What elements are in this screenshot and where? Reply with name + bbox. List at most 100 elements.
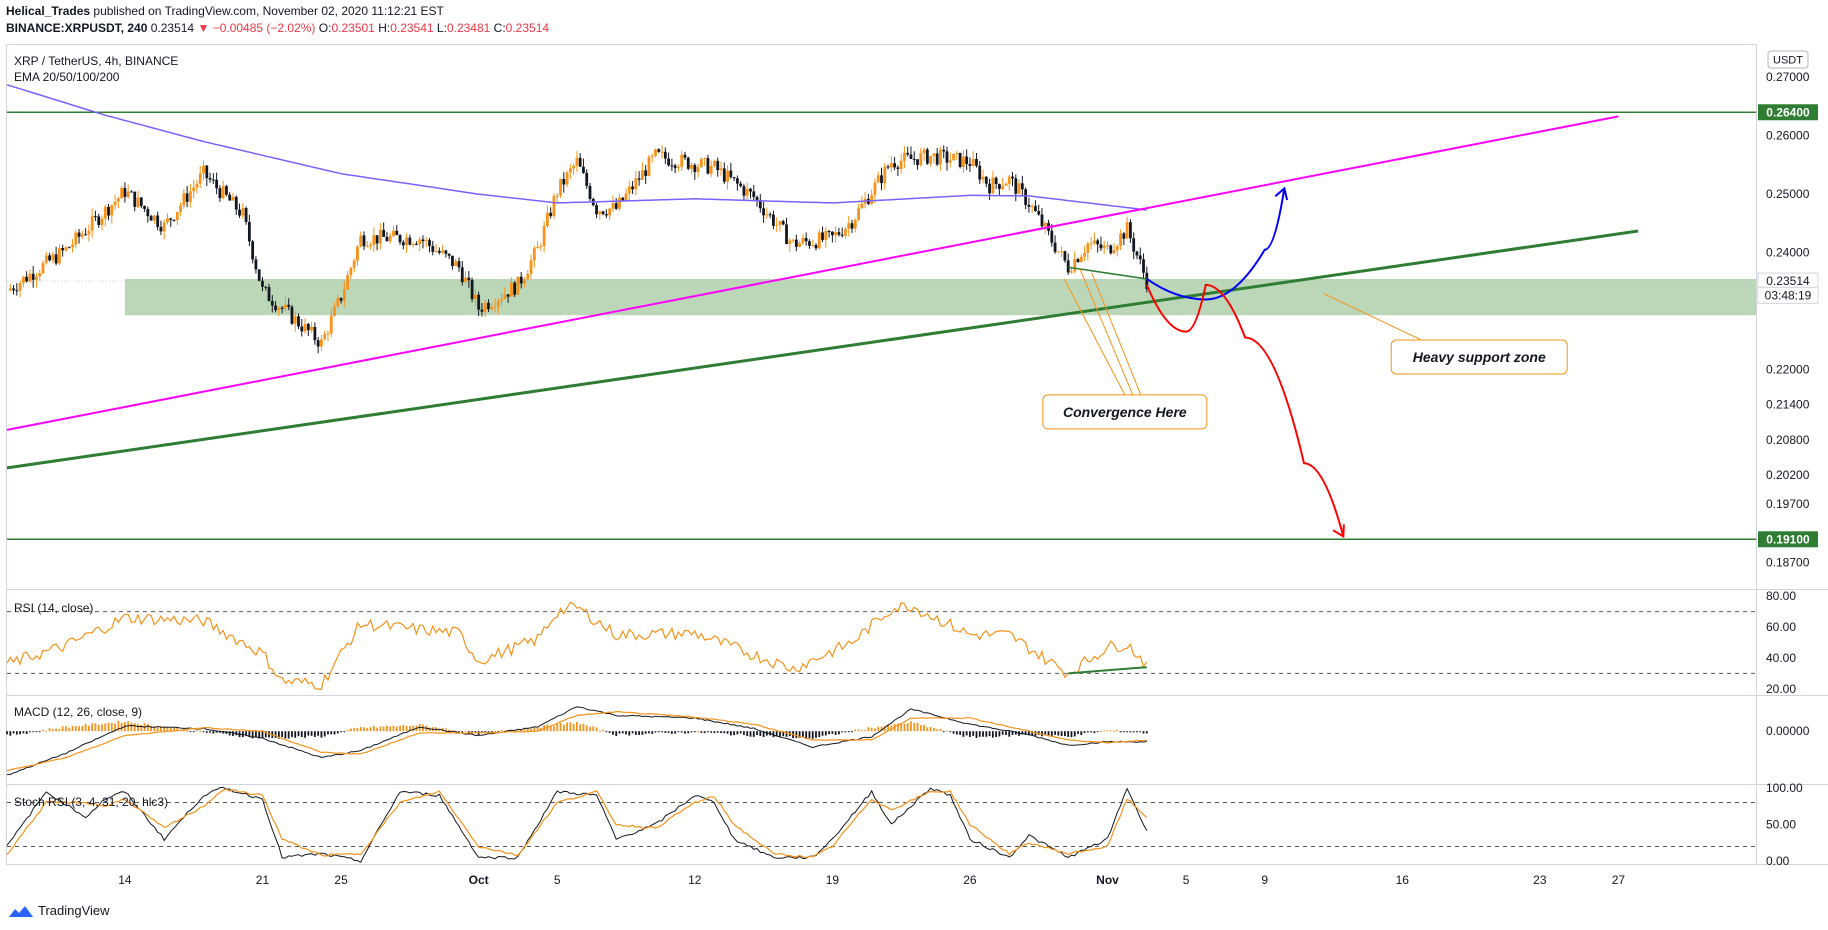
macd-histogram-bar bbox=[199, 731, 202, 733]
macd-histogram-bar bbox=[729, 731, 732, 736]
macd-histogram-bar bbox=[664, 731, 667, 733]
candle bbox=[431, 240, 435, 256]
macd-histogram-bar bbox=[359, 726, 362, 732]
candle-body bbox=[25, 276, 29, 282]
candle-body bbox=[487, 302, 490, 310]
macd-histogram-bar bbox=[985, 731, 988, 737]
candle-body bbox=[506, 294, 510, 297]
candle-body bbox=[994, 177, 998, 185]
candle-body bbox=[35, 276, 38, 280]
candle-body bbox=[1063, 251, 1067, 261]
candle bbox=[254, 256, 258, 274]
candle-body bbox=[329, 315, 333, 334]
ema-legend[interactable]: EMA 20/50/100/200 bbox=[14, 70, 120, 84]
candle-body bbox=[1066, 260, 1070, 273]
low-label: L: bbox=[436, 21, 447, 35]
macd-histogram-bar bbox=[1001, 731, 1004, 735]
candle-body bbox=[372, 235, 376, 245]
candle bbox=[385, 231, 389, 242]
candle bbox=[968, 157, 972, 172]
candle bbox=[804, 232, 808, 246]
candle bbox=[490, 302, 494, 312]
macd-histogram-bar bbox=[949, 731, 952, 733]
candle bbox=[90, 208, 94, 238]
macd-histogram-bar bbox=[35, 731, 38, 733]
footer-brand[interactable]: TradingView bbox=[8, 903, 110, 918]
candle-body bbox=[1060, 251, 1064, 253]
candle bbox=[67, 246, 71, 249]
stoch-legend[interactable]: Stoch RSI (3, 4, 31, 20, hlc3) bbox=[14, 795, 168, 809]
author-name[interactable]: Helical_Trades bbox=[6, 4, 91, 18]
macd-histogram-bar bbox=[140, 724, 143, 732]
macd-histogram-bar bbox=[38, 731, 41, 733]
callout-support-text: Heavy support zone bbox=[1413, 349, 1546, 365]
candle bbox=[883, 163, 887, 190]
candle-body bbox=[794, 239, 798, 247]
candle-body bbox=[716, 160, 720, 171]
candle-body bbox=[722, 168, 726, 182]
candle bbox=[372, 227, 376, 252]
candle-body bbox=[257, 269, 261, 281]
candle-body bbox=[899, 160, 903, 169]
candle bbox=[195, 179, 199, 194]
rsi-legend[interactable]: RSI (14, close) bbox=[14, 601, 93, 615]
macd-histogram-bar bbox=[1054, 731, 1056, 735]
candle bbox=[749, 187, 752, 199]
macd-histogram-bar bbox=[815, 731, 817, 738]
candle-body bbox=[310, 326, 314, 331]
macd-histogram-bar bbox=[844, 731, 847, 733]
candle-body bbox=[745, 188, 749, 196]
macd-histogram-bar bbox=[65, 726, 67, 732]
candle-body bbox=[464, 277, 467, 283]
candle-body bbox=[578, 157, 582, 167]
candles bbox=[8, 145, 1149, 354]
macd-histogram-bar bbox=[222, 731, 225, 734]
candle-body bbox=[562, 178, 566, 185]
candle-body bbox=[935, 153, 939, 165]
stoch-tick-label: 100.00 bbox=[1766, 781, 1803, 795]
macd-histogram-bar bbox=[1044, 731, 1047, 736]
candle bbox=[218, 185, 222, 202]
candle bbox=[25, 271, 29, 283]
candle-body bbox=[31, 273, 35, 280]
candle-body bbox=[54, 254, 58, 264]
macd-histogram-bar bbox=[838, 731, 840, 735]
macd-histogram-bar bbox=[736, 731, 739, 735]
candle bbox=[539, 243, 543, 252]
candle bbox=[418, 236, 422, 252]
candle bbox=[182, 189, 186, 209]
time-tick-label: 21 bbox=[256, 873, 270, 887]
stoch-tick-label: 50.00 bbox=[1766, 818, 1796, 832]
macd-histogram-bar bbox=[169, 727, 172, 732]
macd-histogram-bar bbox=[716, 731, 719, 733]
candle-body bbox=[565, 172, 569, 185]
candle bbox=[297, 313, 300, 330]
candle-body bbox=[814, 244, 818, 249]
candle bbox=[487, 299, 490, 313]
time-tick-label: Nov bbox=[1096, 873, 1119, 887]
macd-histogram-bar bbox=[369, 727, 372, 732]
candle-body bbox=[303, 323, 307, 332]
macd-histogram-bar bbox=[684, 731, 686, 734]
candle bbox=[1096, 238, 1100, 253]
candle-body bbox=[146, 208, 150, 217]
macd-histogram-bar bbox=[261, 731, 264, 739]
candle bbox=[293, 311, 297, 332]
candle-body bbox=[169, 218, 173, 220]
candle-body bbox=[1079, 256, 1083, 263]
candle-body bbox=[392, 230, 395, 236]
candle-body bbox=[437, 250, 441, 253]
macd-histogram-bar bbox=[644, 731, 647, 734]
macd-legend[interactable]: MACD (12, 26, close, 9) bbox=[14, 705, 142, 719]
candle-body bbox=[228, 194, 232, 201]
candle-body bbox=[306, 323, 310, 331]
currency-badge[interactable] bbox=[1767, 50, 1809, 69]
candle bbox=[306, 322, 310, 337]
candle-body bbox=[647, 156, 651, 176]
candle bbox=[850, 219, 854, 233]
macd-histogram-bar bbox=[1119, 731, 1122, 733]
candle bbox=[637, 171, 641, 186]
candle bbox=[31, 266, 35, 288]
macd-histogram-bar bbox=[300, 731, 303, 738]
